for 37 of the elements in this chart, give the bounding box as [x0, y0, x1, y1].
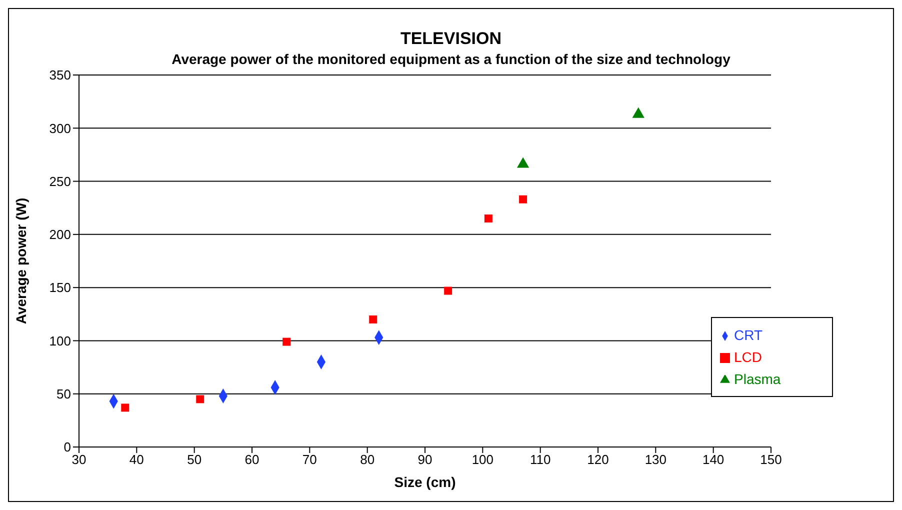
legend-label: Plasma — [734, 371, 781, 387]
x-tick-label: 50 — [187, 452, 202, 468]
x-tick-label: 150 — [760, 452, 782, 468]
point — [516, 157, 530, 168]
x-tick-label: 100 — [472, 452, 494, 468]
x-tick-label: 120 — [587, 452, 609, 468]
point — [484, 214, 492, 222]
y-tick-label: 350 — [49, 68, 71, 83]
x-tick-label: 40 — [129, 452, 144, 468]
x-tick-label: 90 — [418, 452, 432, 468]
point — [519, 195, 528, 204]
x-tick-label: 130 — [644, 452, 667, 468]
chart-title: TELEVISION — [399, 29, 503, 49]
point — [196, 395, 204, 404]
point — [632, 107, 644, 118]
x-tick-label: 110 — [530, 452, 551, 468]
y-tick-label: 0 — [64, 440, 71, 455]
x-tick-label: 60 — [244, 452, 260, 468]
chart-subtitle: Average power of the monitored equipment as a function of the size and technology — [170, 51, 732, 67]
y-tick-label: 300 — [49, 120, 71, 136]
x-tick-label: 140 — [702, 452, 724, 468]
y-tick-label: 50 — [56, 386, 71, 402]
x-tick-label: 80 — [360, 452, 375, 468]
x-tick-label: 30 — [72, 452, 86, 468]
x-axis-title: Size (cm) — [394, 474, 456, 490]
y-tick-label: 200 — [49, 227, 71, 242]
y-tick-label: 250 — [49, 174, 71, 189]
point — [444, 286, 452, 295]
legend-label: CRT — [734, 327, 763, 343]
legend-label: LCD — [734, 349, 762, 365]
y-axis-title: Average power (W) — [12, 198, 29, 324]
point — [282, 338, 291, 346]
point — [369, 315, 378, 324]
x-tick-label: 70 — [302, 452, 317, 468]
y-tick-label: 150 — [49, 280, 71, 296]
point — [121, 404, 130, 412]
y-tick-label: 100 — [49, 333, 71, 348]
